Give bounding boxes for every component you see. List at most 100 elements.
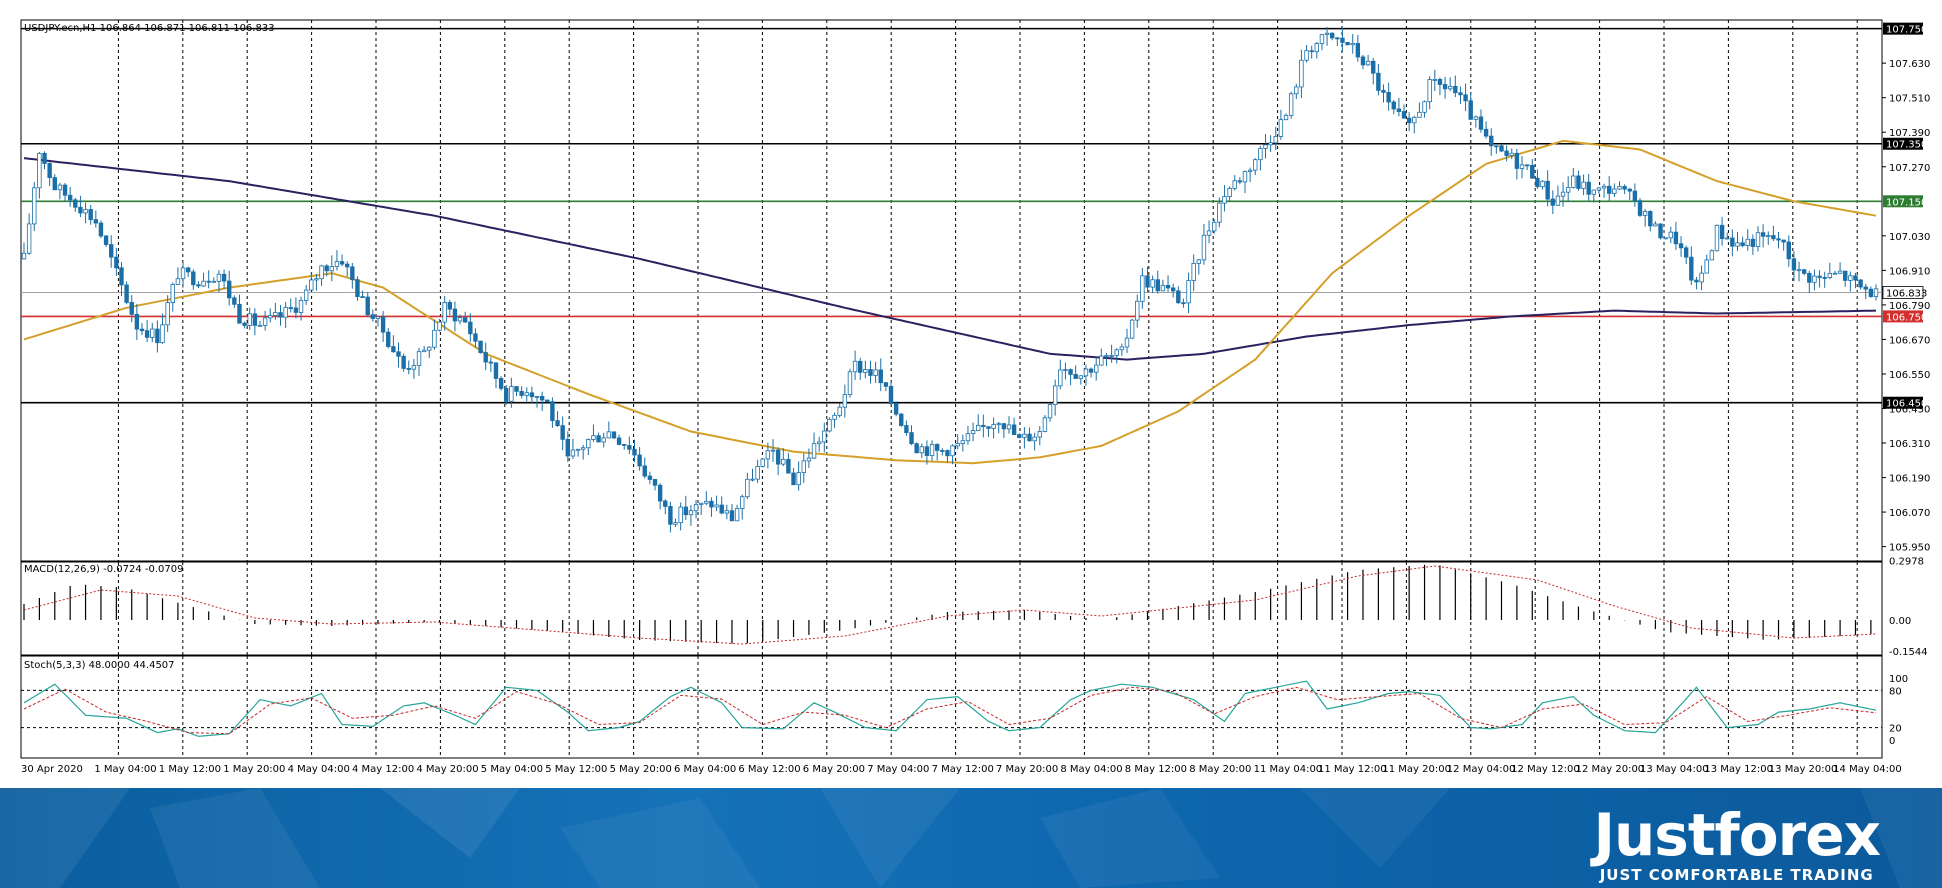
main-panel-frame bbox=[20, 19, 1883, 562]
candle-body bbox=[1766, 235, 1771, 237]
moving-averages bbox=[23, 139, 1877, 465]
candle-body bbox=[478, 340, 483, 353]
price-chart: 107.750 107.350 107.150 106.750 106.450 106.8… bbox=[0, 0, 1942, 790]
candle-body bbox=[1406, 117, 1412, 124]
candle-body bbox=[180, 267, 186, 280]
candle-body bbox=[1658, 223, 1663, 239]
candle-body bbox=[1837, 270, 1843, 274]
banner-decoration bbox=[0, 788, 1942, 888]
candle-body bbox=[1812, 275, 1817, 283]
candle-body bbox=[416, 351, 422, 367]
candle-body bbox=[1755, 232, 1761, 247]
candle-body bbox=[1750, 238, 1756, 247]
candle-body bbox=[73, 199, 78, 208]
candle-body bbox=[1817, 275, 1822, 278]
candle-body bbox=[914, 443, 919, 454]
candle-body bbox=[1776, 238, 1781, 241]
candle-body bbox=[468, 321, 473, 335]
candle-body bbox=[493, 362, 499, 379]
candle-body bbox=[1155, 279, 1160, 292]
candle-body bbox=[504, 388, 509, 402]
candle-body bbox=[801, 460, 806, 473]
candle-body bbox=[940, 450, 945, 452]
candle-body bbox=[1796, 269, 1802, 272]
candle-body bbox=[1791, 258, 1797, 271]
horizontal-levels: 107.750 107.350 107.150 106.750 106.450 106.8… bbox=[21, 22, 1927, 410]
candle-body bbox=[1319, 34, 1325, 44]
candle-body bbox=[427, 346, 432, 351]
candle-body bbox=[791, 472, 796, 486]
candle-body bbox=[1052, 385, 1058, 406]
candle-body bbox=[447, 302, 453, 310]
candle-body bbox=[1058, 369, 1063, 387]
candle-body bbox=[1535, 177, 1540, 188]
candle-body bbox=[1360, 56, 1366, 66]
candle-body bbox=[1499, 145, 1504, 152]
candle-body bbox=[1299, 59, 1304, 88]
price-level-tag bbox=[1883, 137, 1923, 150]
candle-body bbox=[950, 445, 955, 457]
y-tick-label: 106.910 bbox=[1889, 266, 1930, 277]
candle-body bbox=[1119, 346, 1125, 351]
candle-body bbox=[1827, 273, 1833, 279]
candle-body bbox=[657, 484, 663, 502]
candle-body bbox=[888, 385, 894, 404]
candle-body bbox=[334, 261, 340, 267]
candle-body bbox=[1099, 355, 1104, 366]
x-tick-label: 6 May 12:00 bbox=[738, 764, 800, 775]
candle-body bbox=[652, 479, 658, 486]
candle-body bbox=[1694, 279, 1699, 283]
candle-body bbox=[483, 352, 488, 363]
candle-body bbox=[1565, 187, 1571, 193]
candle-body bbox=[339, 261, 345, 265]
candle-body bbox=[1417, 111, 1422, 118]
candle-body bbox=[1550, 198, 1555, 206]
candle-body bbox=[1314, 43, 1320, 53]
candle-body bbox=[78, 206, 83, 214]
candle-body bbox=[452, 308, 458, 322]
candle-body bbox=[1412, 116, 1417, 124]
price-level-label: 107.150 bbox=[1886, 197, 1927, 208]
candle-body bbox=[1612, 188, 1617, 194]
candle-body bbox=[1032, 436, 1037, 442]
x-tick-label: 13 May 20:00 bbox=[1769, 764, 1838, 775]
candle-body bbox=[191, 271, 196, 286]
candle-body bbox=[242, 322, 247, 326]
candle-body bbox=[350, 266, 355, 281]
candle-body bbox=[729, 510, 735, 522]
chart-background bbox=[0, 0, 1942, 790]
y-tick-label: 106.790 bbox=[1889, 301, 1930, 312]
candle-body bbox=[237, 303, 242, 324]
macd-axis-label: 0.00 bbox=[1889, 616, 1911, 627]
x-tick-label: 12 May 20:00 bbox=[1576, 764, 1645, 775]
candle-body bbox=[904, 425, 909, 433]
candle-body bbox=[329, 266, 335, 272]
candle-body bbox=[406, 367, 411, 370]
candle-body bbox=[83, 209, 88, 214]
y-tick-label: 107.270 bbox=[1889, 163, 1930, 174]
candle-body bbox=[360, 296, 365, 298]
brand-name: Justforex bbox=[1593, 801, 1881, 869]
candle-body bbox=[1212, 221, 1217, 232]
y-tick-label: 107.630 bbox=[1889, 59, 1930, 70]
candle-body bbox=[1371, 60, 1376, 74]
candle-body bbox=[206, 280, 211, 283]
candle-body bbox=[514, 386, 519, 392]
candle-body bbox=[283, 307, 288, 318]
candle-body bbox=[1083, 368, 1089, 377]
price-level-label: 107.750 bbox=[1886, 25, 1927, 36]
candle-body bbox=[745, 478, 750, 498]
candle-body bbox=[1309, 50, 1314, 53]
candle-body bbox=[1714, 224, 1720, 252]
candle-body bbox=[1873, 288, 1879, 297]
candle-body bbox=[1422, 101, 1427, 113]
candle-body bbox=[1586, 181, 1591, 195]
candle-body bbox=[960, 440, 966, 444]
candle-body bbox=[1704, 259, 1709, 274]
candle-body bbox=[1201, 234, 1207, 261]
price-level-tag bbox=[1883, 195, 1923, 208]
macd-axis-label: 0.2978 bbox=[1889, 556, 1924, 567]
candle-body bbox=[724, 510, 730, 514]
candle-body bbox=[806, 457, 812, 462]
candle-body bbox=[945, 450, 950, 457]
